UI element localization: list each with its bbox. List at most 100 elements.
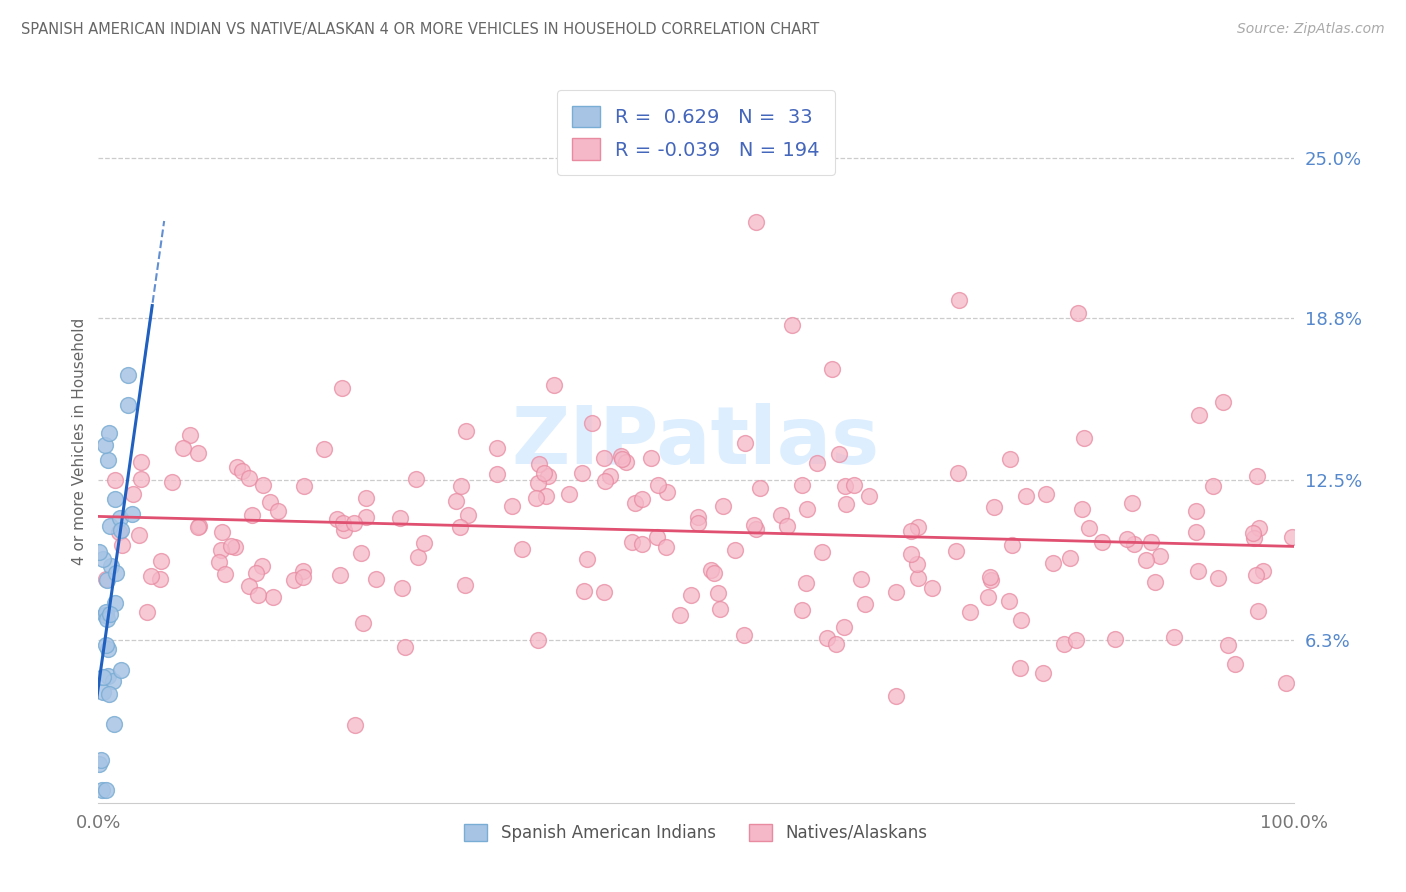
Point bbox=[907, 520, 929, 534]
Point bbox=[610, 452, 633, 467]
Point bbox=[1059, 550, 1081, 565]
Point bbox=[1212, 395, 1234, 409]
Point bbox=[780, 318, 803, 333]
Point bbox=[1281, 530, 1303, 544]
Point bbox=[571, 466, 593, 480]
Point bbox=[214, 566, 236, 581]
Point bbox=[97, 642, 120, 657]
Point bbox=[581, 416, 603, 430]
Point bbox=[851, 572, 873, 586]
Point bbox=[669, 607, 692, 622]
Point bbox=[172, 441, 194, 455]
Point bbox=[907, 571, 929, 585]
Point bbox=[825, 637, 848, 651]
Point bbox=[557, 487, 579, 501]
Point bbox=[948, 293, 970, 307]
Point bbox=[209, 543, 232, 558]
Point bbox=[179, 428, 201, 442]
Point bbox=[136, 605, 159, 619]
Point bbox=[1010, 613, 1032, 627]
Point bbox=[543, 378, 565, 392]
Point bbox=[149, 572, 172, 586]
Point bbox=[1116, 532, 1139, 546]
Point bbox=[91, 552, 114, 566]
Point bbox=[592, 585, 614, 599]
Text: ZIPatlas: ZIPatlas bbox=[512, 402, 880, 481]
Point bbox=[129, 472, 152, 486]
Point bbox=[101, 673, 124, 688]
Point bbox=[238, 579, 260, 593]
Point bbox=[688, 510, 710, 524]
Point bbox=[842, 478, 865, 492]
Point bbox=[96, 605, 118, 619]
Point bbox=[1077, 520, 1099, 534]
Point bbox=[900, 547, 922, 561]
Point bbox=[186, 446, 208, 460]
Point bbox=[1091, 534, 1114, 549]
Point bbox=[97, 453, 120, 467]
Point bbox=[485, 441, 508, 455]
Point bbox=[828, 447, 851, 461]
Point bbox=[87, 545, 110, 559]
Point bbox=[815, 632, 838, 646]
Point bbox=[593, 450, 616, 465]
Point bbox=[1184, 503, 1206, 517]
Point bbox=[834, 479, 856, 493]
Point bbox=[1243, 531, 1265, 545]
Point bbox=[408, 550, 430, 565]
Point bbox=[211, 524, 233, 539]
Point bbox=[1135, 552, 1157, 566]
Point bbox=[703, 566, 725, 580]
Point bbox=[630, 537, 652, 551]
Point bbox=[252, 478, 274, 492]
Legend: Spanish American Indians, Natives/Alaskans: Spanish American Indians, Natives/Alaska… bbox=[457, 817, 935, 848]
Point bbox=[1042, 557, 1064, 571]
Point bbox=[188, 518, 211, 533]
Point bbox=[576, 552, 599, 566]
Point bbox=[111, 538, 134, 552]
Point bbox=[100, 559, 122, 574]
Point bbox=[456, 424, 478, 438]
Point bbox=[946, 466, 969, 480]
Point bbox=[679, 588, 702, 602]
Point bbox=[533, 466, 555, 480]
Point bbox=[292, 565, 315, 579]
Point bbox=[262, 590, 284, 604]
Point bbox=[1121, 495, 1143, 509]
Point bbox=[1206, 571, 1229, 585]
Point bbox=[572, 583, 595, 598]
Point bbox=[107, 524, 129, 539]
Point bbox=[444, 494, 467, 508]
Point bbox=[609, 449, 631, 463]
Point bbox=[796, 502, 818, 516]
Point bbox=[1187, 564, 1209, 578]
Point bbox=[117, 398, 139, 412]
Point bbox=[1185, 524, 1208, 539]
Point bbox=[110, 663, 132, 677]
Point bbox=[884, 584, 907, 599]
Point bbox=[91, 783, 114, 797]
Point bbox=[614, 455, 637, 469]
Point bbox=[343, 718, 366, 732]
Point bbox=[593, 474, 616, 488]
Point bbox=[811, 545, 834, 559]
Point bbox=[246, 588, 269, 602]
Point bbox=[224, 541, 246, 555]
Point bbox=[709, 602, 731, 616]
Point bbox=[96, 639, 118, 653]
Point bbox=[332, 516, 354, 530]
Point bbox=[121, 507, 143, 521]
Point bbox=[94, 608, 117, 623]
Point bbox=[1032, 665, 1054, 680]
Point bbox=[1246, 604, 1268, 618]
Point bbox=[820, 362, 842, 376]
Point bbox=[259, 495, 281, 509]
Point bbox=[450, 479, 472, 493]
Point bbox=[110, 523, 132, 537]
Point bbox=[1015, 489, 1038, 503]
Point bbox=[98, 607, 121, 621]
Point bbox=[1104, 632, 1126, 647]
Point bbox=[1067, 305, 1090, 319]
Point bbox=[454, 578, 477, 592]
Point bbox=[96, 573, 118, 587]
